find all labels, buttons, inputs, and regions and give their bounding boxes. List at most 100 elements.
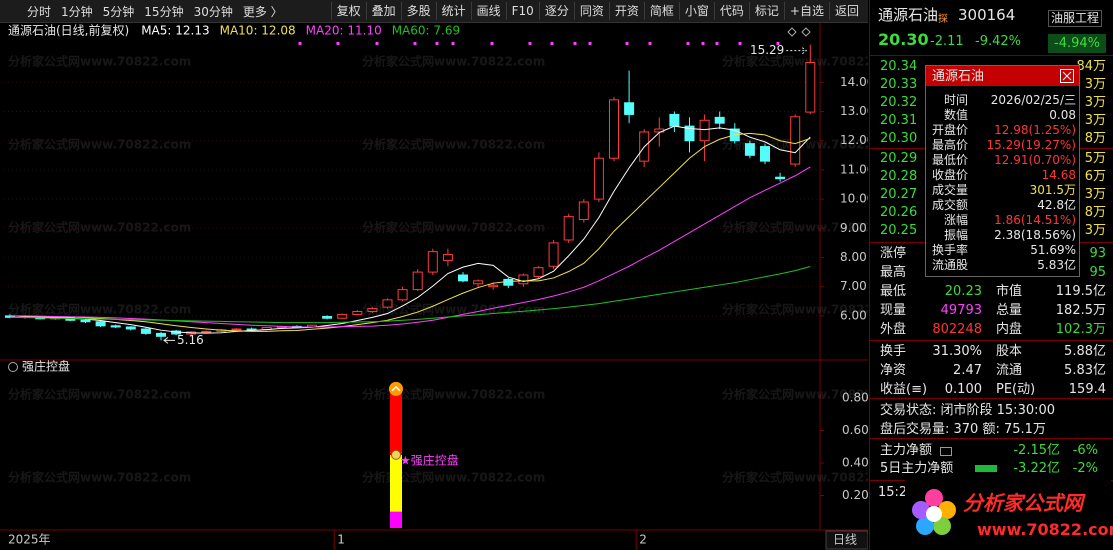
flow-value: -2.15亿	[1013, 443, 1060, 458]
stat-label: 内盘	[996, 322, 1023, 337]
candle-body	[669, 113, 680, 127]
close-icon[interactable]	[1060, 69, 1074, 83]
tool-button[interactable]: 简框	[643, 2, 679, 20]
tool-button[interactable]: 逐分	[538, 2, 574, 20]
period-tab[interactable]: 5分钟	[102, 4, 135, 19]
logo-icon	[912, 489, 956, 535]
y-tick-label: 0.80	[842, 391, 868, 405]
candle-body	[518, 274, 529, 285]
quote-panel	[869, 0, 1113, 550]
ma-legend: MA60: 7.69	[392, 24, 460, 38]
stock-badge: 探	[938, 14, 948, 25]
period-tab[interactable]: 更多 〉	[242, 4, 283, 19]
candle-body	[352, 311, 363, 315]
ma-line	[9, 266, 811, 324]
bid-price: 20.25	[880, 223, 918, 238]
tool-button[interactable]: 返回	[828, 2, 864, 20]
tool-button[interactable]: 多股	[400, 2, 436, 20]
popup-value: 5.83亿	[1037, 258, 1076, 272]
signal-dot	[550, 42, 554, 45]
tool-buttons: 复权 叠加 多股 统计 画线 F10 逐分 同资 开资 简框 小窗 代码 标记 +自选 返回	[330, 2, 864, 20]
watermark: 分析家公式网www.70822.com	[722, 387, 868, 402]
stat-label: 最高	[880, 265, 907, 280]
watermark: 分析家公式网www.70822.com	[362, 54, 545, 69]
flow-value: -3.22亿	[1013, 461, 1060, 476]
candle-body	[473, 280, 484, 285]
ask-volume: 84万	[1076, 59, 1106, 74]
tool-button[interactable]: 叠加	[365, 2, 401, 20]
watermark: 分析家公式网www.70822.com	[362, 220, 545, 235]
candle-body	[95, 321, 106, 327]
tool-button[interactable]: 复权	[330, 2, 366, 20]
stat-value: 0.100	[944, 382, 982, 397]
coin-icon	[391, 449, 401, 460]
watermark: 分析家公式网www.70822.com	[8, 470, 191, 485]
logo: 分析家公式网 www.70822.com	[905, 478, 1113, 548]
chart-bg	[0, 0, 868, 550]
tool-button[interactable]: 标记	[748, 2, 784, 20]
period-tab[interactable]: 分时	[27, 4, 52, 19]
bid-volume: 3万	[1084, 187, 1106, 202]
signal-dot	[738, 42, 742, 45]
period-tab[interactable]: 15分钟	[144, 4, 184, 19]
popup-label: 成交量	[931, 183, 968, 197]
stat-value: 119.5亿	[1055, 284, 1106, 299]
stat-label: 涨停	[880, 246, 907, 261]
candle-body	[760, 146, 770, 162]
x-tick-label: 2	[639, 533, 647, 547]
ma-line	[9, 125, 811, 334]
tool-button[interactable]: 同资	[573, 2, 609, 20]
candle-body	[578, 201, 589, 221]
signal-dot	[336, 42, 340, 45]
candle-body	[458, 274, 468, 282]
y-tick-label: 6.00	[840, 308, 867, 322]
ask-volume: 3万	[1084, 95, 1106, 110]
tool-button[interactable]: 画线	[470, 2, 506, 20]
popup-value: 51.69%	[1030, 243, 1076, 257]
bar-segment	[390, 454, 402, 512]
candle-body	[548, 242, 559, 267]
popup-header	[926, 66, 1079, 86]
candle-body	[805, 61, 816, 113]
tool-button[interactable]: 代码	[713, 2, 749, 20]
candle-body	[488, 284, 499, 288]
y-tick-label: 14.00	[840, 75, 868, 89]
tool-button[interactable]: 统计	[435, 2, 471, 20]
period-tab[interactable]: 30分钟	[193, 4, 233, 19]
low-annotation: 5.16	[177, 333, 204, 347]
candle-body	[156, 332, 166, 337]
high-annotation: 15.29	[750, 43, 784, 57]
period-tab[interactable]: 1分钟	[61, 4, 93, 19]
popup-value: 2.38(18.56%)	[994, 228, 1076, 242]
candle-body	[140, 328, 151, 334]
stat-label: 换手	[880, 344, 907, 359]
popup-label: 收盘价	[931, 168, 968, 182]
y-tick-label: 0.60	[842, 423, 868, 437]
stat-value: 182.5万	[1055, 303, 1106, 318]
bid-price: 20.27	[880, 187, 918, 202]
candle-body	[503, 278, 514, 286]
candle-body	[744, 143, 755, 156]
popup-label: 振幅	[943, 228, 968, 242]
bid-price: 20.28	[880, 169, 918, 184]
stat-value: 159.4	[1068, 382, 1106, 397]
stat-value: 802248	[932, 322, 982, 337]
stat-label: 外盘	[880, 322, 907, 337]
tool-button[interactable]: 小窗	[678, 2, 714, 20]
chart: 分析家公式网www.70822.com 分析家公式网www.70822.com 分析…	[0, 0, 868, 550]
ma-legend: MA5: 12.13	[141, 24, 209, 38]
flow-pct: -6%	[1072, 443, 1098, 458]
tool-button[interactable]: F10	[505, 2, 539, 20]
bid-volume: 3万	[1084, 223, 1106, 238]
popup-value: 42.8亿	[1037, 198, 1076, 212]
tool-button[interactable]: +自选	[783, 2, 829, 20]
bid-price: 20.29	[880, 151, 918, 166]
popup-label: 开盘价	[931, 123, 968, 137]
candle-body	[412, 271, 423, 291]
popup-label: 流通股	[931, 258, 968, 272]
period-label: 日线	[833, 533, 857, 547]
tool-button[interactable]: 开资	[608, 2, 644, 20]
popup-label: 数值	[943, 108, 968, 122]
divider	[869, 438, 1113, 439]
stat-value: 5.88亿	[1064, 344, 1106, 359]
